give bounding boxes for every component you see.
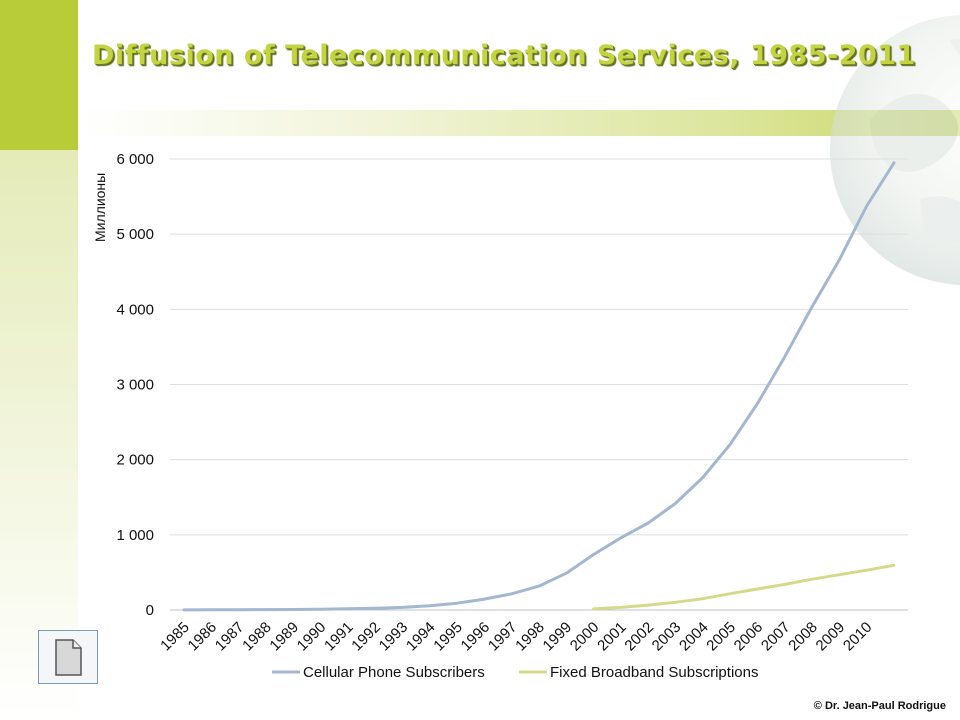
document-button[interactable]	[38, 630, 98, 684]
x-tick-label: 1998	[512, 619, 548, 655]
x-tick-label: 2007	[758, 619, 794, 655]
y-tick-label: 1 000	[116, 527, 154, 544]
x-tick-label: 2005	[703, 619, 739, 655]
x-tick-label: 1992	[348, 619, 384, 655]
y-tick-label: 2 000	[116, 452, 154, 469]
x-tick-label: 1989	[266, 619, 302, 655]
x-tick-label: 1985	[157, 619, 193, 655]
header-band	[78, 110, 960, 136]
y-axis-ticks: 0 1 000 2 000 3 000 4 000 5 000 6 000	[116, 151, 154, 619]
y-tick-label: 3 000	[116, 377, 154, 394]
x-tick-label: 2006	[731, 619, 767, 655]
x-tick-label: 2004	[676, 619, 712, 655]
x-tick-label: 1994	[403, 619, 439, 655]
x-tick-label: 2000	[567, 619, 603, 655]
legend-label-cellular: Cellular Phone Subscribers	[303, 664, 485, 681]
x-tick-label: 2010	[840, 619, 876, 655]
x-tick-label: 1995	[430, 619, 466, 655]
x-axis-ticks: 1985198619871988198919901991199219931994…	[157, 619, 875, 655]
x-tick-label: 1987	[212, 619, 248, 655]
x-tick-label: 1986	[185, 619, 221, 655]
x-tick-label: 1993	[376, 619, 412, 655]
accent-block	[0, 0, 78, 150]
document-icon	[55, 639, 82, 676]
page-title: Diffusion of Telecommunication Services,…	[92, 40, 916, 71]
x-tick-label: 2003	[649, 619, 685, 655]
x-tick-label: 1991	[321, 619, 357, 655]
accent-fade-strip	[0, 150, 78, 720]
x-tick-label: 2008	[785, 619, 821, 655]
x-tick-label: 1996	[458, 619, 494, 655]
x-tick-label: 1990	[294, 619, 330, 655]
x-tick-label: 2001	[594, 619, 630, 655]
x-tick-label: 1988	[239, 619, 275, 655]
y-tick-label: 6 000	[116, 151, 154, 168]
y-tick-label: 0	[146, 602, 154, 619]
series-line-cellular	[182, 161, 896, 612]
gridlines	[170, 158, 908, 611]
y-tick-label: 4 000	[116, 301, 154, 318]
legend: Cellular Phone Subscribers Fixed Broadban…	[272, 664, 758, 681]
x-tick-label: 2002	[621, 619, 657, 655]
x-tick-label: 1999	[540, 619, 576, 655]
x-tick-label: 2009	[813, 619, 849, 655]
y-tick-label: 5 000	[116, 226, 154, 243]
series-line-broadband	[592, 563, 896, 611]
legend-label-broadband: Fixed Broadband Subscriptions	[550, 664, 758, 681]
y-axis-title: Миллионы	[92, 173, 108, 242]
x-tick-label: 1997	[485, 619, 521, 655]
series-lines	[182, 161, 896, 612]
copyright-notice: © Dr. Jean-Paul Rodrigue	[813, 700, 946, 712]
